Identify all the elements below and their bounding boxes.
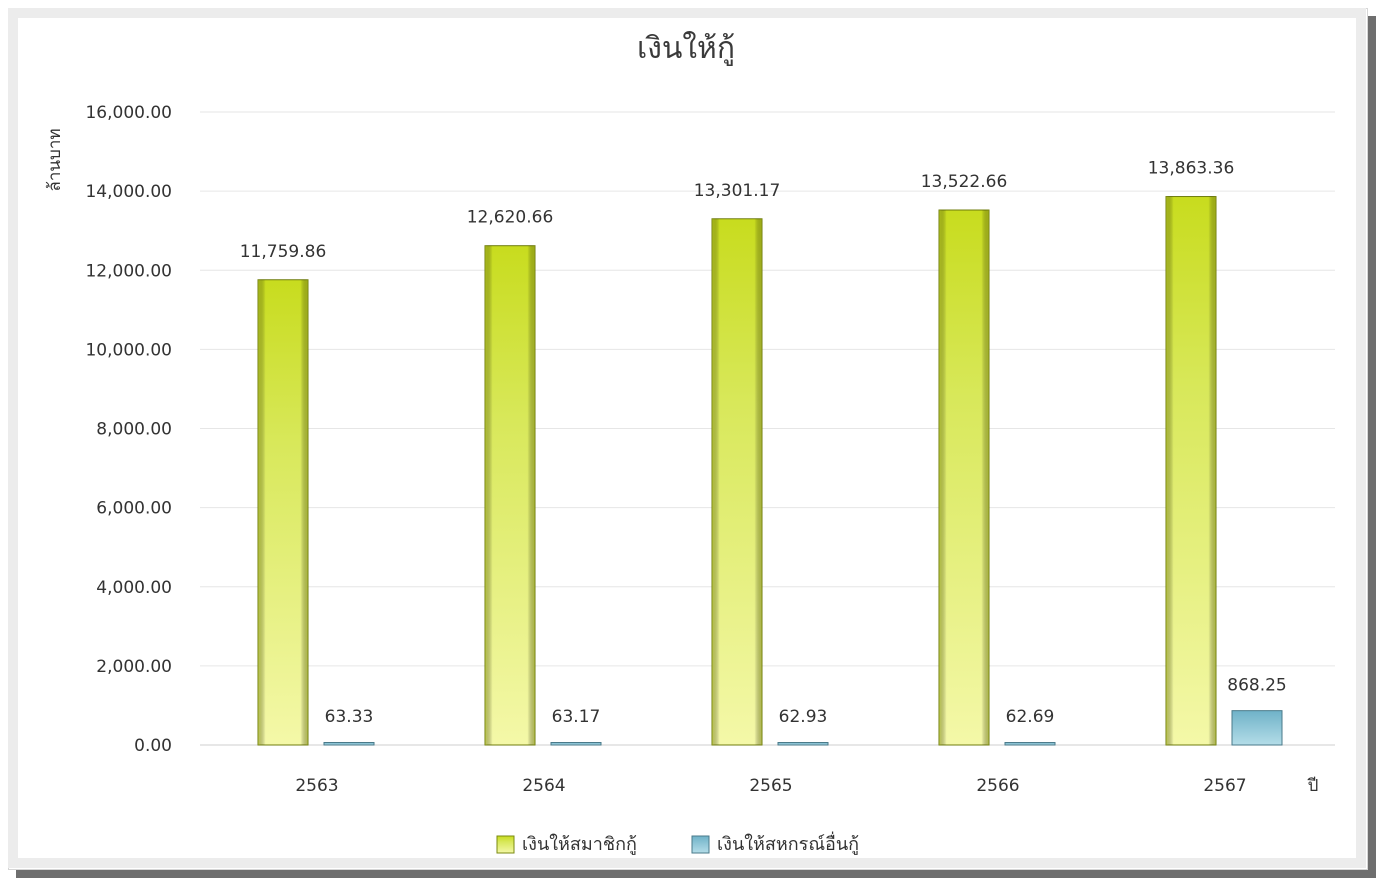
x-tick-label: 2563 bbox=[295, 776, 338, 796]
y-tick-labels: 0.00 2,000.00 4,000.00 6,000.00 8,000.00 10,0… bbox=[85, 103, 172, 756]
x-tick-labels: 2563 2564 2565 2566 2567 bbox=[295, 776, 1246, 796]
data-label-other-coops: 62.69 bbox=[1006, 707, 1055, 727]
data-label-members: 13,522.66 bbox=[921, 172, 1008, 192]
bar-members-shade bbox=[1166, 196, 1216, 745]
bar-other-coops bbox=[777, 742, 829, 746]
y-tick-label: 2,000.00 bbox=[96, 657, 172, 677]
x-tick-label: 2564 bbox=[522, 776, 565, 796]
legend: เงินให้สมาชิกกู้ เงินให้สหกรณ์อื่นกู้ bbox=[496, 831, 859, 855]
legend-item-other-coops: เงินให้สหกรณ์อื่นกู้ bbox=[691, 831, 859, 855]
data-label-other-coops: 63.17 bbox=[552, 707, 601, 727]
bar-other-coops bbox=[1231, 710, 1283, 746]
x-tick-label: 2566 bbox=[976, 776, 1019, 796]
bar-members-shade bbox=[485, 245, 535, 746]
gridlines bbox=[200, 111, 1335, 746]
legend-item-members: เงินให้สมาชิกกู้ bbox=[496, 833, 637, 855]
x-tick-label: 2565 bbox=[749, 776, 792, 796]
legend-label-members: เงินให้สมาชิกกู้ bbox=[522, 833, 637, 855]
y-tick-label: 6,000.00 bbox=[96, 499, 172, 519]
data-labels: 11,759.86 63.33 12,620.66 63.17 13,301.17 62.… bbox=[240, 159, 1287, 727]
legend-swatch-members bbox=[496, 835, 515, 854]
data-label-other-coops: 63.33 bbox=[325, 707, 374, 727]
bars bbox=[257, 196, 1283, 746]
data-label-members: 13,863.36 bbox=[1148, 159, 1235, 179]
bar-members-shade bbox=[939, 210, 989, 745]
y-tick-label: 4,000.00 bbox=[96, 578, 172, 598]
legend-swatch-other-coops bbox=[691, 835, 710, 854]
y-axis-label: ล้านบาท bbox=[45, 128, 65, 191]
data-label-other-coops: 62.93 bbox=[779, 707, 828, 727]
y-tick-label: 14,000.00 bbox=[85, 182, 172, 202]
data-label-members: 11,759.86 bbox=[240, 242, 327, 262]
y-tick-label: 10,000.00 bbox=[85, 340, 172, 360]
bar-members-shade bbox=[712, 218, 762, 745]
bar-other-coops bbox=[1004, 742, 1056, 746]
chart-frame bbox=[8, 8, 1368, 870]
bar-other-coops bbox=[550, 742, 602, 746]
bar-other-coops bbox=[323, 741, 375, 746]
y-tick-label: 16,000.00 bbox=[85, 103, 172, 123]
x-tick-label: 2567 bbox=[1203, 776, 1246, 796]
data-label-other-coops: 868.25 bbox=[1227, 676, 1286, 696]
y-tick-label: 8,000.00 bbox=[96, 420, 172, 440]
x-axis-label: ปี bbox=[1307, 776, 1319, 796]
data-label-members: 12,620.66 bbox=[467, 208, 554, 228]
y-tick-label: 0.00 bbox=[134, 736, 172, 756]
legend-label-other-coops: เงินให้สหกรณ์อื่นกู้ bbox=[717, 831, 859, 855]
chart-title: เงินให้กู้ bbox=[637, 31, 735, 66]
data-label-members: 13,301.17 bbox=[694, 181, 781, 201]
y-tick-label: 12,000.00 bbox=[85, 261, 172, 281]
bar-members-shade bbox=[258, 279, 308, 745]
